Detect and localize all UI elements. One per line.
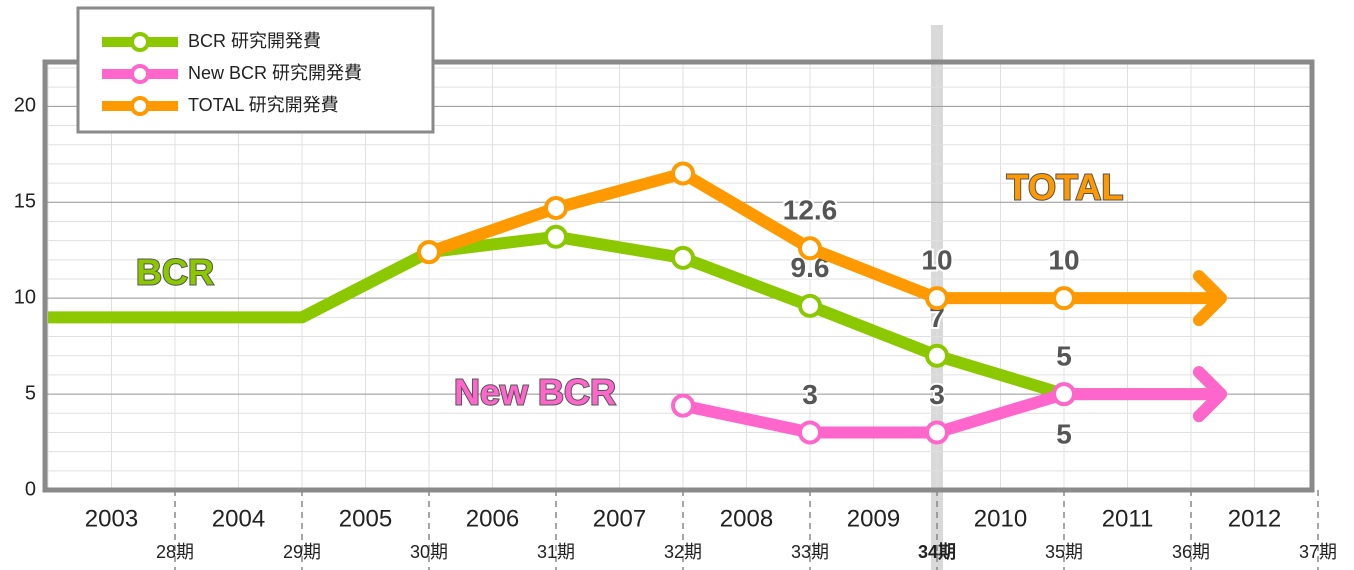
legend-label: New BCR 研究開発費 (188, 63, 362, 83)
x-tick-label: 31期 (537, 542, 575, 562)
marker (671, 161, 695, 186)
year-label: 2009 (847, 505, 900, 532)
x-tick-label: 36期 (1172, 542, 1210, 562)
plot-frame (42, 59, 1315, 493)
marker (1052, 286, 1076, 311)
data-label: 5 (1056, 418, 1072, 449)
year-label: 2011 (1102, 505, 1154, 532)
x-tick-label: 32期 (664, 542, 702, 562)
year-label: 2003 (85, 505, 138, 532)
marker (417, 240, 441, 265)
legend-marker (130, 96, 150, 116)
data-label: 5 (1056, 340, 1072, 371)
marker (671, 245, 695, 270)
marker (925, 286, 949, 311)
marker (544, 224, 568, 249)
data-label: 10 (921, 245, 952, 276)
legend-label: BCR 研究開発費 (188, 31, 321, 51)
legend: BCR 研究開発費 New BCR 研究開発費 TOTAL 研究開発費 (76, 6, 435, 134)
marker (544, 196, 568, 221)
y-tick-label: 15 (14, 191, 36, 213)
series-annotation: TOTAL (1007, 167, 1124, 208)
year-label: 2008 (720, 505, 773, 532)
y-tick-label: 10 (14, 286, 36, 308)
x-tick-label: 30期 (410, 542, 448, 562)
year-label: 2005 (339, 505, 392, 532)
x-tick-label: 28期 (156, 542, 194, 562)
x-tick-label: 29期 (283, 542, 321, 562)
legend-label: TOTAL 研究開発費 (188, 95, 339, 115)
year-label: 2004 (212, 505, 265, 532)
legend-marker (130, 32, 150, 52)
x-tick-label: 34期 (918, 542, 956, 562)
data-label: 3 (802, 379, 818, 410)
marker (798, 293, 822, 318)
marker (798, 420, 822, 445)
legend-marker (130, 64, 150, 84)
year-label: 2007 (593, 505, 646, 532)
marker (925, 343, 949, 368)
series-line (48, 230, 1191, 401)
data-label: 12.6 (783, 195, 838, 226)
series: 3 3 5 New BCR (453, 366, 1227, 451)
series-annotation: New BCR (454, 372, 616, 413)
marker (798, 236, 822, 261)
year-label: 2012 (1228, 505, 1281, 532)
y-tick-label: 5 (25, 382, 36, 404)
x-tick-label: 35期 (1045, 542, 1083, 562)
y-tick-label: 20 (14, 95, 36, 117)
x-tick-label: 37期 (1299, 542, 1337, 562)
series-annotation: BCR (136, 252, 214, 293)
year-label: 2006 (466, 505, 519, 532)
x-tick-label: 33期 (791, 542, 829, 562)
marker (925, 420, 949, 445)
y-tick-label: 0 (25, 478, 36, 500)
series: 12.6 10 10 TOTAL (417, 161, 1227, 327)
year-label: 2010 (974, 505, 1027, 532)
marker (671, 393, 695, 418)
data-label: 10 (1048, 245, 1079, 276)
marker (1052, 382, 1076, 407)
data-label: 3 (929, 379, 945, 410)
